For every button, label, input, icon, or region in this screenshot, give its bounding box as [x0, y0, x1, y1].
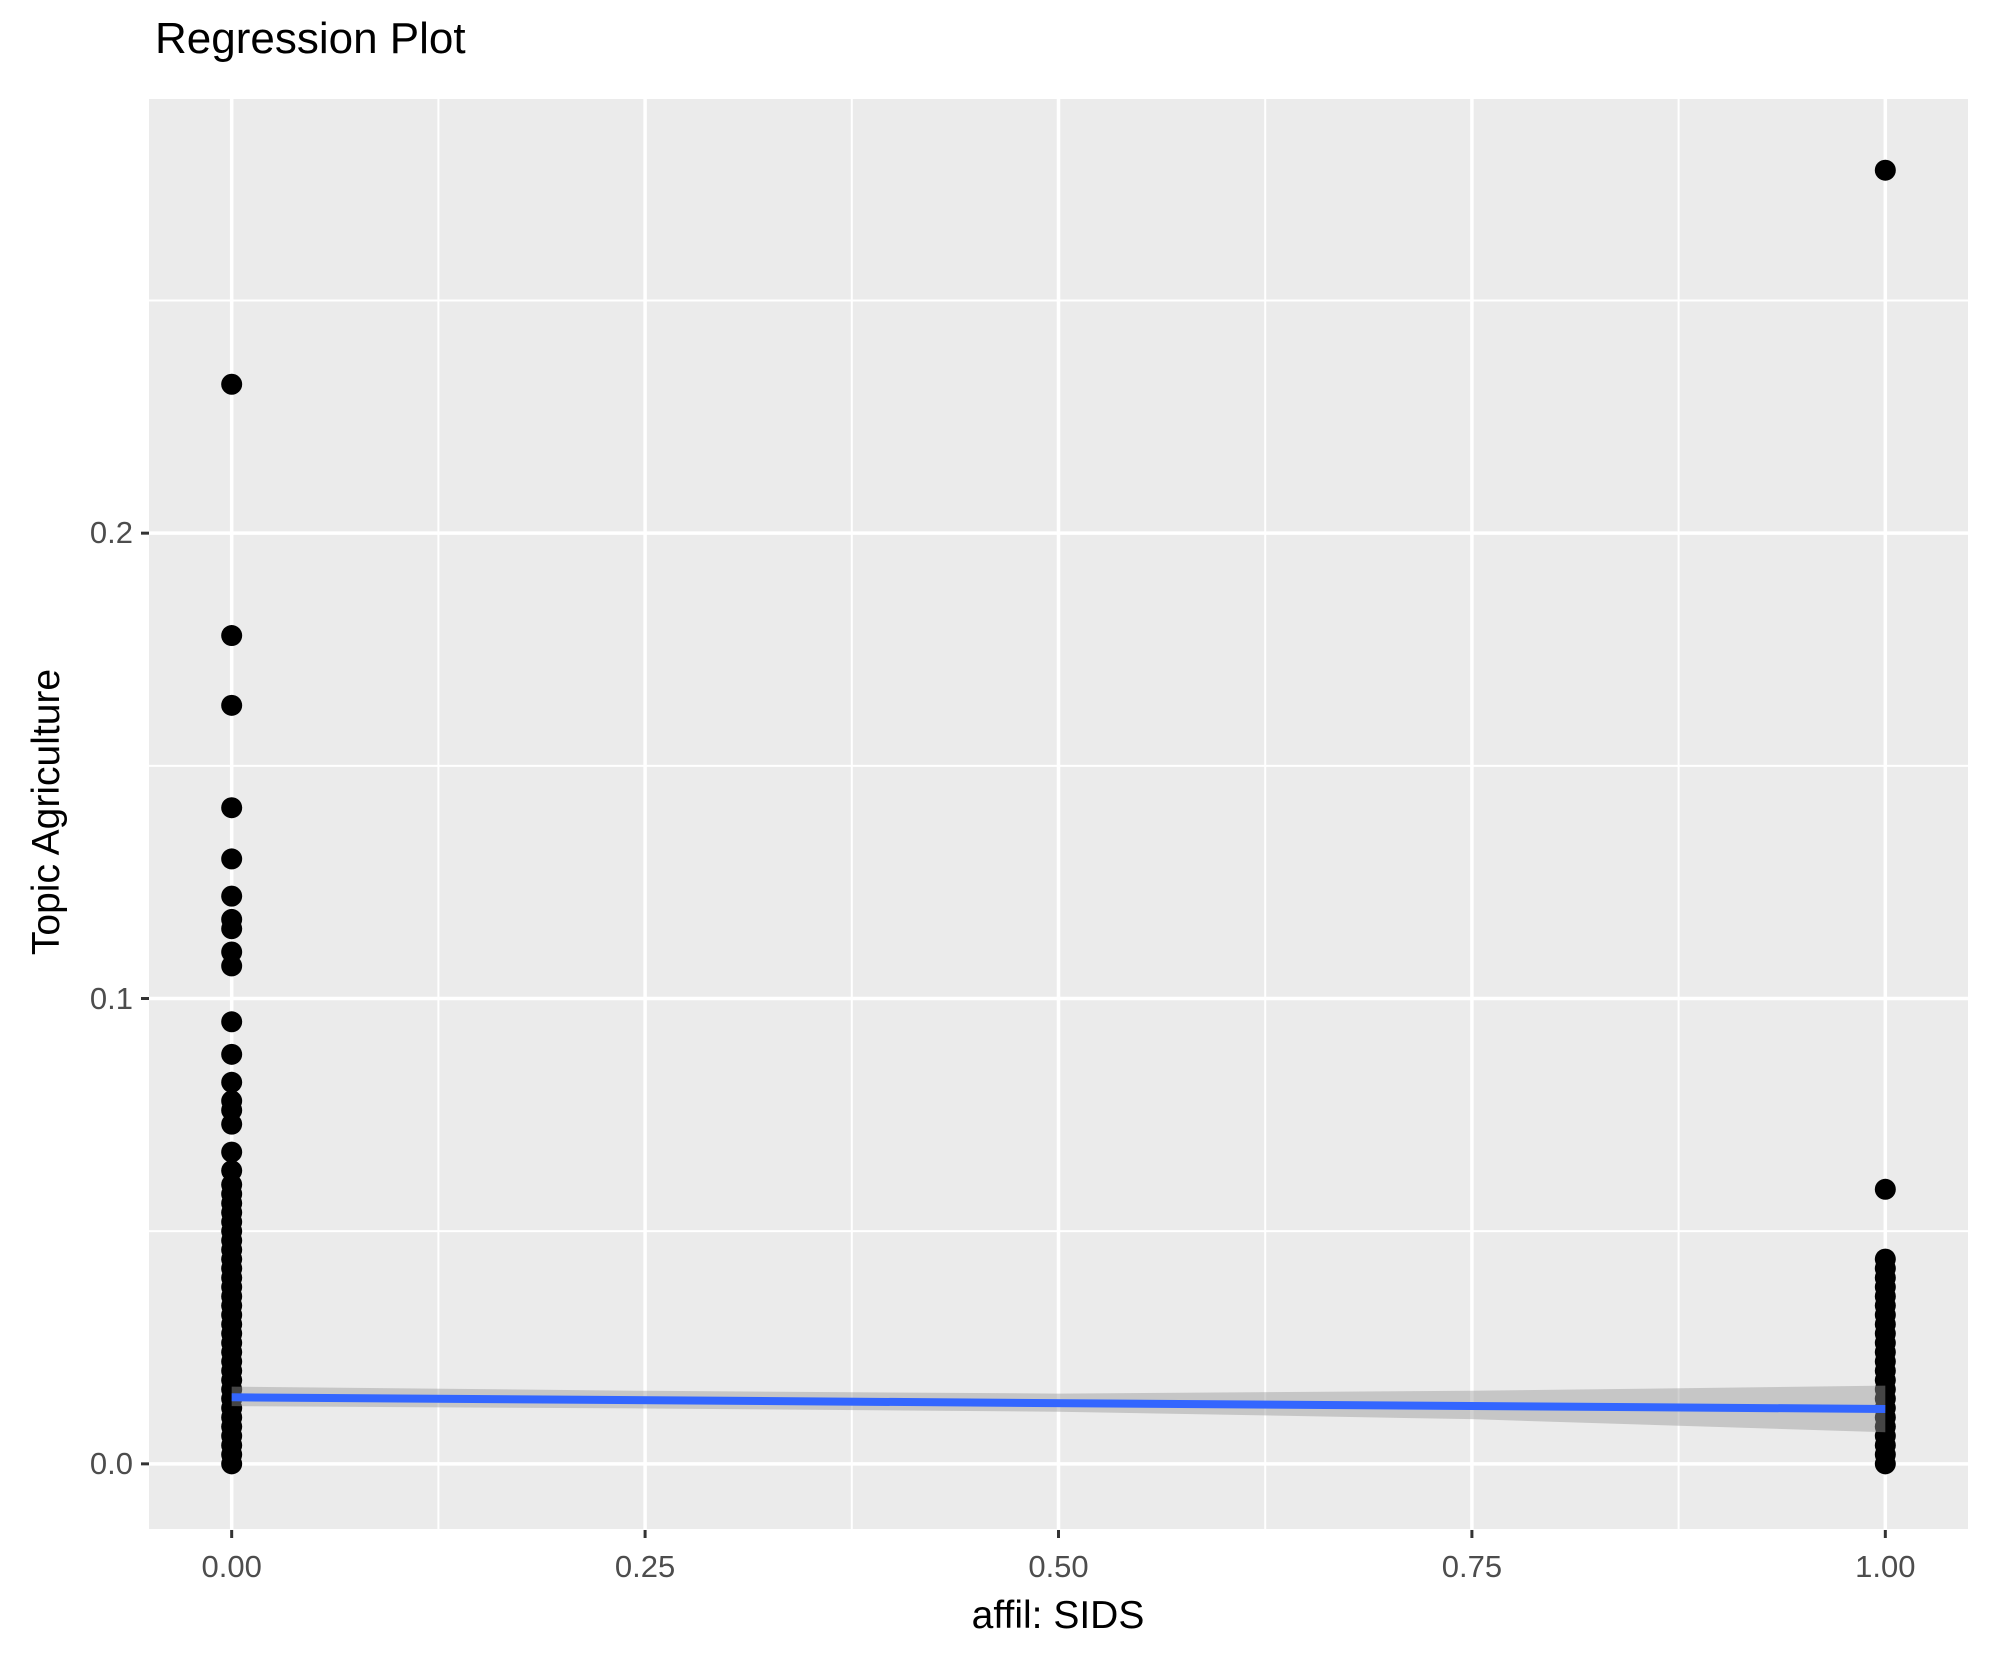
x-tick-label: 1.00 — [1855, 1549, 1916, 1584]
data-point — [221, 373, 243, 395]
data-point — [221, 1141, 243, 1163]
data-point — [221, 1113, 243, 1135]
data-point — [221, 1011, 243, 1033]
y-tick-label: 0.2 — [89, 515, 133, 551]
x-axis-title: affil: SIDS — [971, 1594, 1145, 1637]
chart-title: Regression Plot — [155, 14, 466, 63]
y-tick-label: 0.1 — [89, 980, 133, 1016]
data-point — [1874, 159, 1896, 181]
data-point — [221, 848, 243, 870]
fit-line — [231, 1393, 1886, 1413]
x-tick-label: 0.00 — [201, 1549, 262, 1584]
x-tick-label: 0.25 — [614, 1549, 676, 1584]
data-point — [221, 1453, 243, 1475]
data-point — [221, 1043, 243, 1065]
x-tick-label: 0.50 — [1028, 1549, 1089, 1584]
data-point — [221, 625, 243, 647]
data-point — [221, 885, 243, 907]
data-point — [1874, 1178, 1896, 1200]
data-point — [1874, 1453, 1896, 1475]
data-point — [221, 918, 243, 940]
data-point — [221, 797, 243, 819]
data-point — [221, 955, 243, 977]
y-tick-label: 0.0 — [89, 1445, 133, 1481]
data-point — [221, 694, 243, 716]
data-point — [221, 1071, 243, 1093]
x-tick-label: 0.75 — [1441, 1549, 1503, 1584]
